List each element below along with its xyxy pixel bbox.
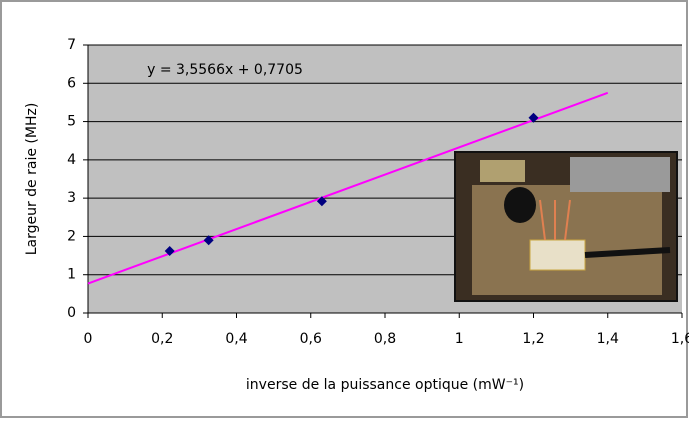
photo-connector xyxy=(480,160,525,182)
x-tick-label: 1,6 xyxy=(671,331,689,347)
photo-chip xyxy=(529,239,586,271)
plot-area: 0 1 2 3 4 5 6 7 0 0,2 0,4 0,6 0,8 1 1,2 1,4 1,6 xyxy=(67,37,689,347)
x-tick-label: 0,4 xyxy=(225,331,247,347)
y-tick-label: 7 xyxy=(67,37,76,53)
y-tick-label: 6 xyxy=(67,75,76,91)
trendline-equation: y = 3,5566x + 0,7705 xyxy=(147,62,303,78)
x-tick-label: 1,2 xyxy=(522,331,544,347)
x-tick-label: 0,8 xyxy=(374,331,396,347)
x-tick-label: 1,4 xyxy=(597,331,619,347)
x-tick-label: 0,6 xyxy=(300,331,322,347)
photo-wires xyxy=(539,199,571,241)
x-tick-label: 0 xyxy=(84,331,93,347)
trendline xyxy=(87,91,609,285)
x-tick-label: 0,2 xyxy=(151,331,173,347)
x-axis-label: inverse de la puissance optique (mW⁻¹) xyxy=(246,377,524,393)
y-tick-label: 2 xyxy=(67,228,76,244)
y-tick-label: 4 xyxy=(67,152,76,168)
data-point xyxy=(528,112,539,123)
y-tick-label: 0 xyxy=(67,305,76,321)
inset-photo xyxy=(454,151,678,302)
y-tick-label: 3 xyxy=(67,190,76,206)
y-tick-label: 1 xyxy=(67,267,76,283)
photo-coil xyxy=(504,187,536,223)
x-tick-label: 1 xyxy=(455,331,464,347)
y-tick-label: 5 xyxy=(67,114,76,130)
data-point xyxy=(316,196,327,207)
data-point xyxy=(164,245,175,256)
photo-connector xyxy=(570,157,670,192)
y-axis-label: Largeur de raie (MHz) xyxy=(24,103,40,256)
data-point xyxy=(203,235,214,246)
photo-fiber xyxy=(584,247,671,258)
